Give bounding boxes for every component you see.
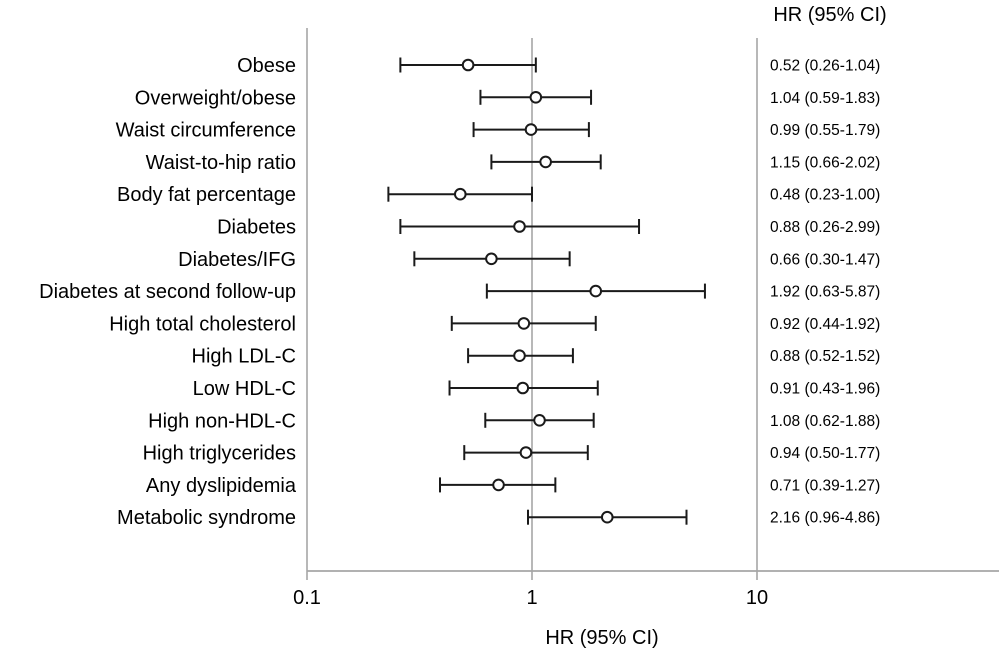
hr-value: 2.16 (0.96-4.86) (770, 510, 880, 527)
row-label: Metabolic syndrome (117, 507, 296, 529)
hr-column-header: HR (95% CI) (773, 4, 886, 26)
hr-value: 0.94 (0.50-1.77) (770, 445, 880, 462)
row-label: Overweight/obese (135, 87, 296, 109)
row-label: Diabetes/IFG (178, 249, 296, 271)
forest-row: Waist circumference 0.99 (0.55-1.79) (116, 120, 881, 142)
hr-value: 0.91 (0.43-1.96) (770, 381, 880, 398)
hr-marker (461, 58, 475, 72)
row-label: High triglycerides (143, 443, 296, 465)
hr-marker (492, 478, 505, 492)
forest-row: Overweight/obese 1.04 (0.59-1.83) (135, 87, 881, 109)
plot-rows: Obese 0.52 (0.26-1.04) Overweight/obese 1.0… (39, 55, 880, 529)
tick-label-0.1: 0.1 (293, 587, 321, 609)
forest-row: High total cholesterol 0.92 (0.44-1.92) (109, 313, 880, 335)
hr-value: 0.92 (0.44-1.92) (770, 316, 880, 333)
x-axis-title: HR (95% CI) (545, 627, 658, 649)
hr-marker (533, 414, 546, 427)
hr-value: 0.88 (0.52-1.52) (770, 348, 880, 365)
hr-marker (513, 220, 526, 233)
hr-value: 1.15 (0.66-2.02) (770, 154, 880, 171)
row-label: High LDL-C (192, 346, 296, 368)
forest-row: Low HDL-C 0.91 (0.43-1.96) (193, 378, 881, 400)
hr-marker (519, 446, 533, 459)
tick-label-1: 1 (526, 587, 537, 609)
hr-value: 0.66 (0.30-1.47) (770, 251, 880, 268)
forest-row: Diabetes 0.88 (0.26-2.99) (217, 217, 880, 239)
hr-marker (513, 349, 526, 363)
row-label: Waist circumference (116, 120, 296, 142)
forest-row: High LDL-C 0.88 (0.52-1.52) (192, 346, 881, 368)
row-label: High non-HDL-C (148, 410, 296, 432)
forest-row: Metabolic syndrome 2.16 (0.96-4.86) (117, 507, 880, 529)
hr-marker (529, 91, 543, 104)
hr-marker (524, 123, 538, 136)
hr-marker (589, 284, 603, 298)
forest-row: High non-HDL-C 1.08 (0.62-1.88) (148, 410, 880, 432)
row-label: Diabetes (217, 217, 296, 239)
forest-row: Diabetes/IFG 0.66 (0.30-1.47) (178, 249, 880, 271)
hr-marker (517, 317, 531, 330)
axis-lines (306, 28, 999, 572)
hr-marker (453, 187, 467, 201)
row-label: Low HDL-C (193, 378, 296, 400)
x-axis-ticks: 0.1 1 10 (293, 571, 768, 609)
forest-row: Obese 0.52 (0.26-1.04) (237, 55, 880, 77)
hr-value: 0.71 (0.39-1.27) (770, 477, 880, 494)
forest-row: Diabetes at second follow-up 1.92 (0.63-5… (39, 281, 880, 303)
row-label: Obese (237, 55, 296, 77)
hr-value: 1.92 (0.63-5.87) (770, 284, 880, 301)
hr-value: 0.88 (0.26-2.99) (770, 219, 880, 236)
row-label: Diabetes at second follow-up (39, 281, 296, 303)
row-label: Waist-to-hip ratio (146, 152, 296, 174)
forest-row: Waist-to-hip ratio 1.15 (0.66-2.02) (146, 152, 881, 174)
hr-value: 1.04 (0.59-1.83) (770, 90, 880, 107)
hr-marker (600, 510, 614, 524)
hr-marker (516, 381, 530, 395)
row-label: High total cholesterol (109, 313, 296, 335)
hr-marker (485, 252, 498, 266)
forest-row: Any dyslipidemia 0.71 (0.39-1.27) (146, 475, 880, 497)
row-label: Any dyslipidemia (146, 475, 297, 497)
hr-marker (539, 155, 552, 169)
forest-row: High triglycerides 0.94 (0.50-1.77) (143, 443, 881, 465)
row-label: Body fat percentage (117, 184, 296, 206)
forest-row: Body fat percentage 0.48 (0.23-1.00) (117, 184, 880, 206)
hr-value: 1.08 (0.62-1.88) (770, 413, 880, 430)
tick-label-10: 10 (746, 587, 768, 609)
hr-value: 0.52 (0.26-1.04) (770, 58, 880, 75)
hr-value: 0.99 (0.55-1.79) (770, 122, 880, 139)
hr-value: 0.48 (0.23-1.00) (770, 187, 880, 204)
